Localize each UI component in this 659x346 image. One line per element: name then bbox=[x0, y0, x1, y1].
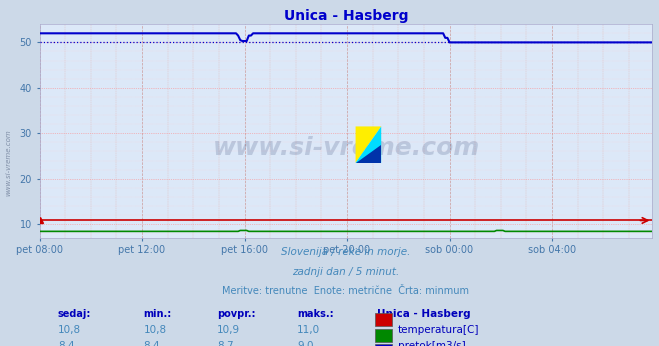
Polygon shape bbox=[356, 126, 381, 163]
Text: 10,8: 10,8 bbox=[144, 325, 167, 335]
Text: www.si-vreme.com: www.si-vreme.com bbox=[5, 129, 11, 196]
FancyBboxPatch shape bbox=[375, 329, 392, 342]
Text: 8,7: 8,7 bbox=[217, 340, 234, 346]
Text: 9,0: 9,0 bbox=[297, 340, 314, 346]
FancyBboxPatch shape bbox=[375, 345, 392, 346]
Text: 10,9: 10,9 bbox=[217, 325, 241, 335]
Text: Slovenija / reke in morje.: Slovenija / reke in morje. bbox=[281, 247, 411, 257]
Title: Unica - Hasberg: Unica - Hasberg bbox=[284, 9, 408, 23]
Polygon shape bbox=[356, 126, 381, 163]
Text: 8,4: 8,4 bbox=[144, 340, 160, 346]
Polygon shape bbox=[356, 145, 381, 163]
Text: www.si-vreme.com: www.si-vreme.com bbox=[212, 136, 480, 160]
Text: 10,8: 10,8 bbox=[58, 325, 81, 335]
Text: Meritve: trenutne  Enote: metrične  Črta: minmum: Meritve: trenutne Enote: metrične Črta: … bbox=[223, 286, 469, 296]
Text: sedaj:: sedaj: bbox=[58, 309, 92, 319]
Text: povpr.:: povpr.: bbox=[217, 309, 256, 319]
Text: min.:: min.: bbox=[144, 309, 172, 319]
Text: zadnji dan / 5 minut.: zadnji dan / 5 minut. bbox=[293, 267, 399, 277]
Text: 8,4: 8,4 bbox=[58, 340, 74, 346]
Text: pretok[m3/s]: pretok[m3/s] bbox=[398, 340, 466, 346]
Text: maks.:: maks.: bbox=[297, 309, 333, 319]
FancyBboxPatch shape bbox=[375, 313, 392, 326]
Text: temperatura[C]: temperatura[C] bbox=[398, 325, 480, 335]
Text: Unica - Hasberg: Unica - Hasberg bbox=[377, 309, 471, 319]
Text: 11,0: 11,0 bbox=[297, 325, 320, 335]
